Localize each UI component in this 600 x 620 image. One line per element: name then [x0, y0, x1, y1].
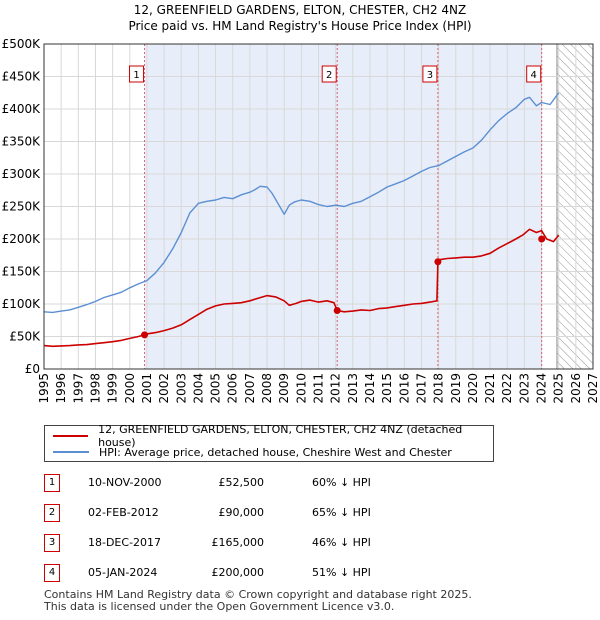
x-tick-label: 2017: [414, 373, 428, 404]
table-row: 2 02-FEB-2012 £90,000 65% ↓ HPI: [44, 504, 444, 524]
x-tick-label: 2007: [243, 373, 257, 404]
x-tick-label: 2002: [157, 373, 171, 404]
sale-hpi-diff: 46% ↓ HPI: [312, 536, 371, 549]
x-tick-label: 2027: [586, 373, 600, 404]
x-tick-label: 2012: [329, 373, 343, 404]
legend-swatch-property: [53, 435, 89, 437]
x-tick-label: 2011: [312, 373, 326, 404]
sale-price: £165,000: [211, 536, 265, 549]
sale-point: [434, 258, 442, 266]
sale-number-badge: 3: [44, 534, 60, 552]
sale-price: £52,500: [218, 476, 265, 489]
legend-label-property: 12, GREENFIELD GARDENS, ELTON, CHESTER, …: [98, 423, 463, 449]
sale-marker-box: [526, 65, 542, 83]
sale-point: [141, 331, 149, 339]
x-tick-label: 2005: [209, 373, 223, 404]
sale-marker-label: 2: [326, 70, 332, 81]
property-price-line: [44, 228, 560, 348]
sale-number-badge: 1: [44, 474, 60, 492]
y-tick-label: £250K: [2, 200, 42, 214]
y-tick-label: £100K: [2, 297, 42, 311]
sale-number-badge: 4: [44, 564, 60, 582]
sale-marker-box: [321, 65, 337, 83]
x-tick-label: 2010: [294, 373, 308, 404]
x-tick-label: 2008: [260, 373, 274, 404]
sale-hpi-diff: 51% ↓ HPI: [312, 566, 371, 579]
x-tick-label: 1997: [71, 373, 85, 404]
x-tick-label: 2015: [380, 373, 394, 404]
sale-marker-box: [422, 65, 438, 83]
sale-marker-label: 4: [531, 70, 537, 81]
sale-date: 02-FEB-2012: [88, 506, 159, 519]
x-tick-label: 2003: [174, 373, 188, 404]
sale-hpi-diff: 60% ↓ HPI: [312, 476, 371, 489]
sale-marker-label: 1: [133, 70, 139, 81]
sale-price: £90,000: [218, 506, 265, 519]
y-tick-label: £50K: [9, 330, 41, 344]
sale-price: £200,000: [211, 566, 265, 579]
x-tick-label: 2022: [500, 373, 514, 404]
x-tick-label: 2018: [432, 373, 446, 404]
x-tick-label: 2006: [226, 373, 240, 404]
x-tick-label: 2020: [466, 373, 480, 404]
y-tick-label: £200K: [2, 232, 42, 246]
y-tick-label: £0: [25, 362, 40, 376]
table-row: 4 05-JAN-2024 £200,000 51% ↓ HPI: [44, 564, 444, 584]
legend-swatch-hpi: [53, 451, 89, 453]
plot-border: [43, 43, 594, 370]
x-tick-label: 1998: [88, 373, 102, 404]
y-tick-label: £350K: [2, 135, 42, 149]
x-tick-label: 2021: [483, 373, 497, 404]
footer-licence: This data is licensed under the Open Gov…: [44, 600, 395, 613]
hpi-line: [44, 92, 560, 314]
x-tick-label: 1995: [37, 373, 51, 404]
sale-date: 05-JAN-2024: [88, 566, 158, 579]
y-tick-label: £150K: [2, 265, 42, 279]
x-tick-label: 2014: [363, 373, 377, 404]
x-tick-label: 2001: [140, 373, 154, 404]
sale-marker-box: [129, 65, 145, 83]
chart-subtitle: Price paid vs. HM Land Registry's House …: [128, 19, 472, 33]
x-tick-label: 2024: [535, 373, 549, 404]
series-group: [44, 92, 560, 348]
x-tick-label: 2023: [517, 373, 531, 404]
sale-date: 18-DEC-2017: [88, 536, 162, 549]
price-chart: £0 £50K £100K £150K £200K £250K £300K £350K £400…: [2, 37, 600, 404]
table-row: 1 10-NOV-2000 £52,500 60% ↓ HPI: [44, 474, 444, 494]
table-row: 3 18-DEC-2017 £165,000 46% ↓ HPI: [44, 534, 444, 554]
legend-item-hpi: HPI: Average price, detached house, Ches…: [53, 444, 452, 460]
legend-label-hpi: HPI: Average price, detached house, Ches…: [99, 445, 452, 459]
x-tick-label: 2013: [346, 373, 360, 404]
x-tick-label: 2019: [449, 373, 463, 404]
sale-number-badge: 2: [44, 504, 60, 522]
x-tick-label: 2016: [397, 373, 411, 404]
sale-point: [538, 235, 546, 243]
x-tick-label: 2000: [123, 373, 137, 404]
chart-title: 12, GREENFIELD GARDENS, ELTON, CHESTER, …: [133, 3, 467, 17]
x-tick-label: 2025: [552, 373, 566, 404]
y-tick-label: £450K: [2, 70, 42, 84]
sale-date: 10-NOV-2000: [88, 476, 162, 489]
legend-item-property: 12, GREENFIELD GARDENS, ELTON, CHESTER, …: [53, 423, 493, 449]
legend: 12, GREENFIELD GARDENS, ELTON, CHESTER, …: [44, 423, 494, 462]
sale-point: [333, 307, 341, 314]
footer: Contains HM Land Registry data © Crown c…: [44, 589, 472, 613]
footer-copyright: Contains HM Land Registry data © Crown c…: [44, 588, 472, 601]
x-tick-label: 1996: [54, 373, 68, 404]
y-tick-label: £400K: [2, 102, 42, 116]
x-tick-label: 1999: [106, 373, 120, 404]
x-tick-label: 2004: [191, 373, 205, 404]
x-tick-label: 2026: [569, 373, 583, 404]
sale-hpi-diff: 65% ↓ HPI: [312, 506, 371, 519]
y-tick-label: £300K: [2, 167, 42, 181]
sale-marker-label: 3: [427, 70, 433, 81]
x-tick-label: 2009: [277, 373, 291, 404]
y-tick-label: £500K: [2, 37, 42, 51]
